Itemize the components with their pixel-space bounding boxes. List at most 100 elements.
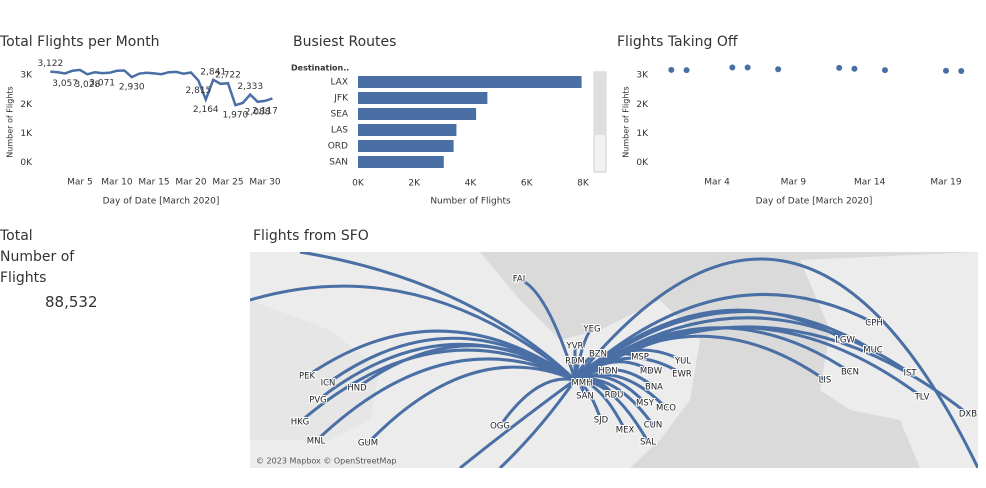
data-label: 2,164 (193, 105, 219, 115)
chart-title: Total Flights per Month (0, 34, 160, 50)
data-label: 2,088 (245, 107, 271, 117)
x-tick-label: 4K (465, 179, 478, 189)
airport-label: RDU (605, 391, 624, 401)
point (775, 66, 782, 73)
y-tick-label: 0K (20, 158, 33, 168)
airport-label: IST (903, 369, 917, 379)
data-label: 3,122 (37, 59, 63, 69)
x-tick-label: Mar 25 (212, 178, 243, 188)
x-tick-label: Mar 9 (781, 178, 807, 188)
airport-label: MDW (640, 367, 663, 377)
airport-label: YVR (566, 342, 584, 352)
point (836, 64, 843, 71)
y-axis-label: Number of Flights (6, 86, 15, 157)
category-label: SAN (329, 158, 348, 168)
bar (358, 172, 437, 184)
x-tick-label: Mar 30 (249, 178, 281, 188)
bar (358, 76, 582, 88)
route-arc (366, 365, 576, 445)
kpi-value: 88,532 (45, 293, 98, 311)
category-label: LAS (331, 126, 348, 136)
point (668, 66, 675, 73)
x-tick-label: 2K (408, 179, 421, 189)
x-tick-label: Mar 5 (67, 178, 93, 188)
chart-title: Flights Taking Off (617, 34, 738, 50)
airport-label: EWR (672, 370, 692, 380)
route-arc (317, 342, 576, 402)
map[interactable]: FAI YEG YVR RDM BZN MSP YUL HDN MDW EWR MMH BNA SAN R… (250, 252, 978, 468)
x-tick-label: Mar 10 (101, 178, 133, 188)
x-tick-label: Mar 19 (930, 178, 962, 188)
point (729, 64, 736, 71)
y-tick-label: 1K (636, 129, 649, 139)
point (881, 67, 888, 74)
data-label: 1,970 (223, 111, 249, 121)
y-axis-header: Destination.. (291, 64, 349, 73)
y-tick-label: 1K (20, 129, 33, 139)
point (943, 67, 950, 74)
airport-label: ICN (321, 379, 336, 389)
point (958, 68, 965, 75)
airport-label: HND (347, 384, 367, 394)
data-label: 3,071 (89, 79, 115, 89)
route-arc (498, 379, 577, 468)
airport-label: MMH (571, 379, 592, 389)
airport-label: MSY (636, 399, 655, 409)
scroll-thumb[interactable] (595, 73, 605, 135)
airport-label: SJD (594, 416, 609, 426)
route-arc (574, 372, 668, 410)
route-arc (250, 284, 576, 382)
route-arc (574, 310, 874, 382)
airport-label: YEG (582, 325, 600, 335)
point (683, 67, 690, 74)
data-label: 2,333 (237, 82, 263, 92)
route-arc (314, 357, 576, 443)
airport-label: HKG (291, 418, 310, 428)
airport-label: MNL (307, 437, 326, 447)
data-label: 2,930 (119, 83, 145, 93)
x-axis-label: Number of Flights (430, 197, 511, 207)
airport-label: MUC (863, 346, 883, 356)
airport-label: PEK (299, 372, 315, 382)
airport-label: BCN (841, 368, 859, 378)
x-tick-label: Mar 20 (175, 178, 207, 188)
airport-label: LGW (835, 336, 855, 346)
airport-label: GUM (358, 439, 378, 449)
route-arc (459, 378, 576, 468)
route-arc (573, 257, 978, 468)
data-label: 2,841 (200, 67, 226, 77)
airport-label: CUN (644, 421, 663, 431)
kpi-title: Total Number of Flights (0, 228, 75, 286)
airport-label: MCO (656, 404, 676, 414)
airport-label: FAI (513, 275, 525, 285)
category-label: JFK (333, 94, 349, 104)
airport-label: RDM (565, 357, 585, 367)
point (744, 64, 751, 71)
bar (358, 140, 454, 152)
route-arc (299, 252, 577, 382)
airport-label: SAN (576, 392, 594, 402)
y-tick-label: 3K (20, 71, 33, 81)
y-axis-label: Number of Flights (622, 86, 631, 157)
bar (358, 92, 488, 104)
airport-label: HDN (598, 367, 617, 377)
category-label: SEA (330, 110, 348, 120)
route-arc (574, 378, 650, 443)
airport-label: MEX (616, 426, 635, 436)
bar (358, 108, 477, 120)
data-label: 2,722 (215, 71, 241, 81)
point (851, 65, 858, 72)
airport-label: BNA (645, 383, 663, 393)
y-tick-label: 3K (636, 71, 649, 81)
route-arc (299, 348, 576, 424)
bar (358, 156, 444, 168)
x-tick-label: 0K (352, 179, 365, 189)
map-title: Flights from SFO (253, 228, 369, 244)
airport-label: MSP (631, 353, 649, 363)
airport-label: BZN (589, 350, 607, 360)
data-label: 2,815 (186, 86, 212, 96)
data-label: 2,117 (252, 106, 278, 116)
category-label: LAX (330, 78, 348, 88)
